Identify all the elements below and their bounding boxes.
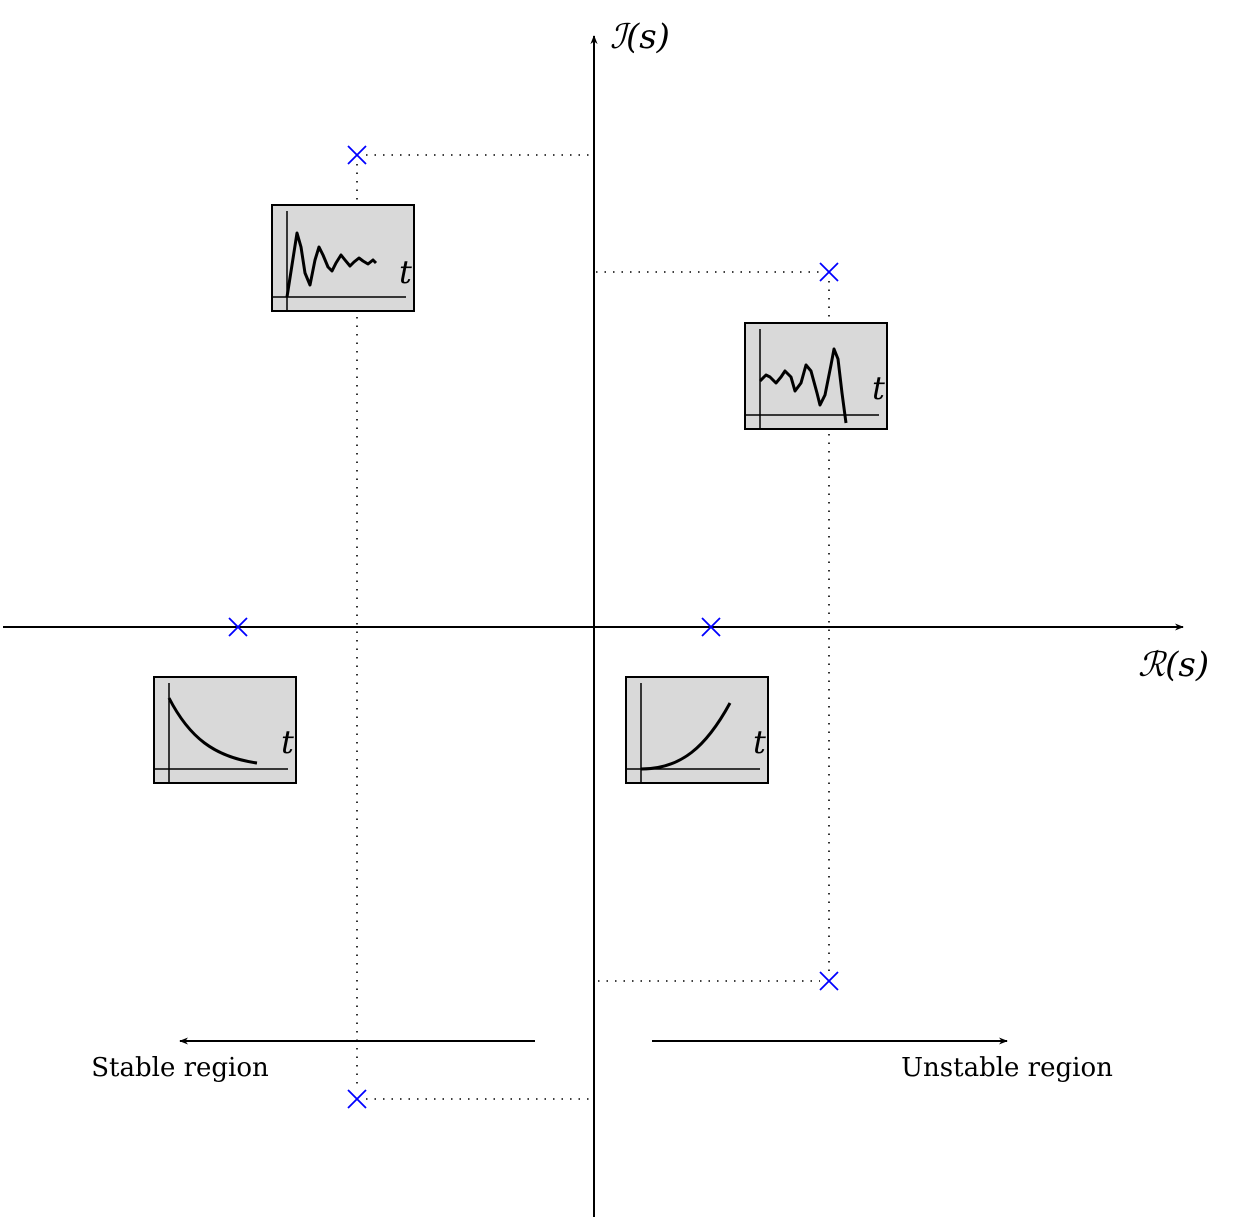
- inset-time-label: t: [281, 723, 294, 761]
- inset-growing-oscillation: t: [744, 322, 888, 430]
- pole-marker: [347, 145, 367, 165]
- pole-marker: [819, 971, 839, 991]
- stable-region-label: Stable region: [91, 1053, 269, 1083]
- pole-marker: [347, 1089, 367, 1109]
- pole-marker: [701, 617, 721, 637]
- inset-exponential-growth: t: [625, 676, 769, 784]
- inset-time-label: t: [872, 369, 885, 407]
- inset-time-label: t: [753, 723, 766, 761]
- inset-damped-oscillation: t: [271, 204, 415, 312]
- poles: [228, 145, 839, 1109]
- inset-exponential-decay: t: [153, 676, 297, 784]
- unstable-region-label: Unstable region: [901, 1053, 1113, 1083]
- inset-time-label: t: [399, 253, 412, 291]
- pole-marker: [228, 617, 248, 637]
- guide-lines: [356, 154, 830, 1100]
- imaginary-axis-label: ℐ(s): [610, 17, 670, 57]
- pole-marker: [819, 262, 839, 282]
- real-axis-label: ℛ(s): [1138, 645, 1209, 685]
